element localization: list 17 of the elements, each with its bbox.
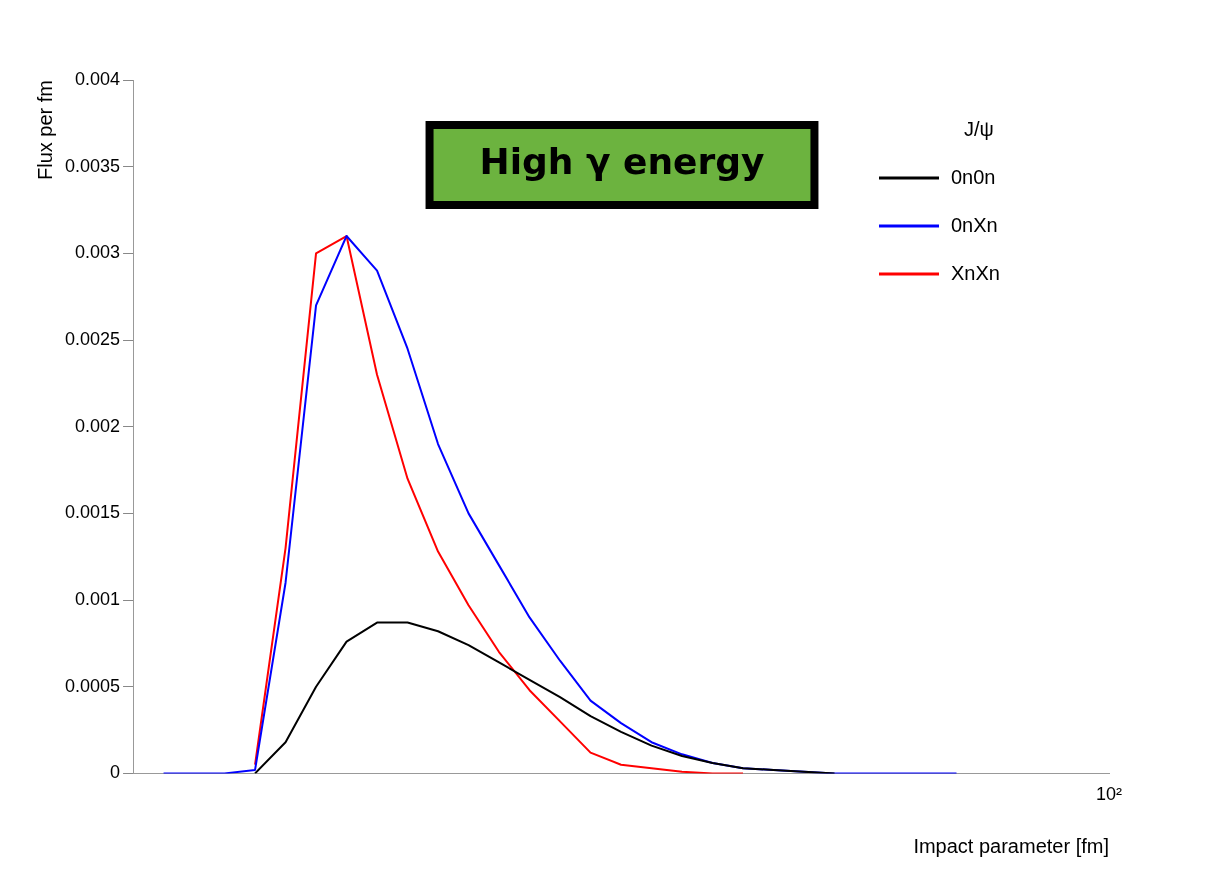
text: 10² [1095, 784, 1123, 805]
y-tick-label: 0.001 [75, 589, 121, 610]
y-tick-label: 0.0015 [64, 502, 121, 523]
y-tick-label: 0.0035 [64, 155, 121, 176]
y-axis-title: Flux per fm [33, 80, 56, 181]
y-tick-label: 0.004 [75, 68, 121, 89]
y-tick-label: 0 [110, 762, 121, 783]
legend-title: J/ψ [964, 117, 994, 140]
legend-label: 0n0n [951, 165, 996, 188]
legend-label: 0nXn [951, 213, 998, 236]
y-tick-label: 0.003 [75, 242, 121, 263]
y-tick-label: 0.0025 [64, 328, 121, 349]
y-tick-label: 0.0005 [64, 675, 121, 696]
legend-label: XnXn [951, 261, 1000, 284]
x-axis-title: Impact parameter [fm] [913, 834, 1109, 857]
y-tick-label: 0.002 [75, 415, 121, 436]
annotation: High γ energy [479, 141, 765, 183]
